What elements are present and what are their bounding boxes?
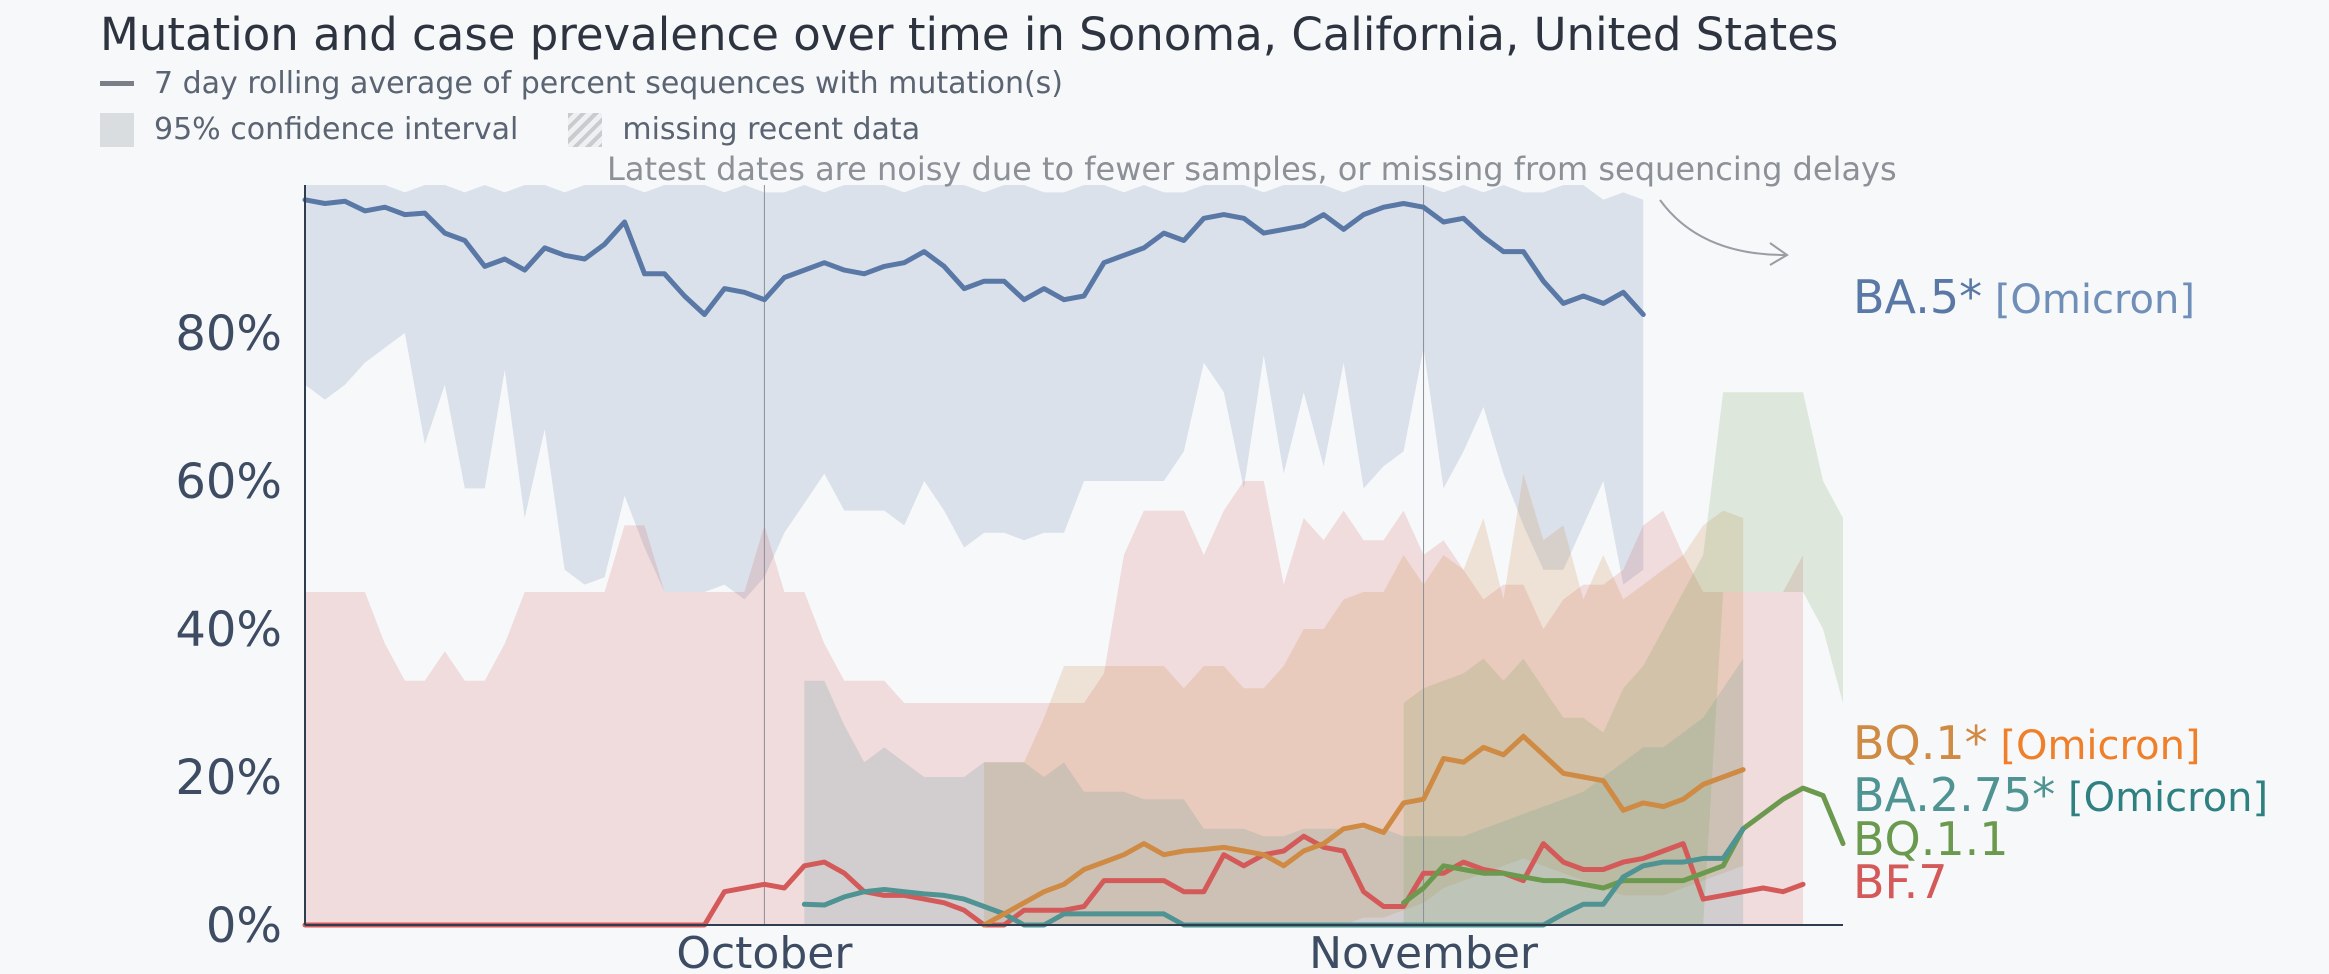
ci-bands: [305, 185, 1843, 925]
y-tick-label: 80%: [175, 306, 282, 362]
ci-band-BA.5: [305, 185, 1644, 600]
line-swatch-icon: [100, 81, 134, 86]
series-name: BA.2.75*: [1853, 768, 2056, 822]
y-tick-label: 60%: [175, 454, 282, 510]
note-arrow-icon: [1659, 199, 1789, 266]
series-label-BA.2.75: BA.2.75* [Omicron]: [1853, 768, 2268, 822]
series-line-BA.5: [302, 197, 1646, 317]
legend-ci-entry: 95% confidence interval missing recent d…: [100, 112, 920, 147]
ci-band-BA.2.75: [804, 658, 1744, 925]
legend-missing-label: missing recent data: [622, 112, 921, 147]
series-tag: [Omicron]: [2055, 775, 2269, 821]
x-tick-label: November: [1309, 928, 1539, 974]
series-label-BQ.1: BQ.1* [Omicron]: [1853, 716, 2201, 770]
series-name: BQ.1*: [1853, 716, 1988, 770]
y-tick-label: 40%: [175, 602, 282, 658]
series-name: BQ.1.1: [1853, 812, 2009, 866]
series-tag: [Omicron]: [1982, 277, 2195, 323]
ci-swatch-icon: [100, 112, 134, 147]
series-label-BA.5: BA.5* [Omicron]: [1853, 270, 2195, 324]
y-tick-label: 0%: [206, 898, 282, 954]
legend-ci-label: 95% confidence interval: [154, 112, 519, 147]
series-tag: [Omicron]: [1987, 723, 2201, 769]
x-tick-label: October: [676, 928, 853, 974]
series-name: BA.5*: [1853, 270, 1983, 324]
series-label-BF.7: BF.7: [1853, 855, 1948, 909]
note-arrow-head: [1769, 242, 1789, 266]
noisy-data-note: Latest dates are noisy due to fewer samp…: [607, 150, 1897, 188]
note-arrow-curve: [1659, 199, 1786, 256]
ci-band-BQ.1: [984, 473, 1744, 925]
legend-line-label: 7 day rolling average of percent sequenc…: [154, 66, 1064, 101]
legend-line-entry: 7 day rolling average of percent sequenc…: [100, 66, 1063, 101]
y-tick-label: 20%: [175, 750, 282, 806]
axes: 0% 20% 40% 60% 80% October November: [175, 185, 1843, 974]
series-name: BF.7: [1853, 855, 1948, 909]
chart-title: Mutation and case prevalence over time i…: [100, 8, 1839, 61]
series-line-BQ.1: [981, 733, 1746, 928]
hatch-swatch-icon: [568, 112, 603, 147]
ci-band-BQ.1.1: [1403, 392, 1843, 925]
series-label-BQ.1.1: BQ.1.1: [1853, 812, 2009, 866]
ci-band-BF.7: [305, 481, 1804, 925]
